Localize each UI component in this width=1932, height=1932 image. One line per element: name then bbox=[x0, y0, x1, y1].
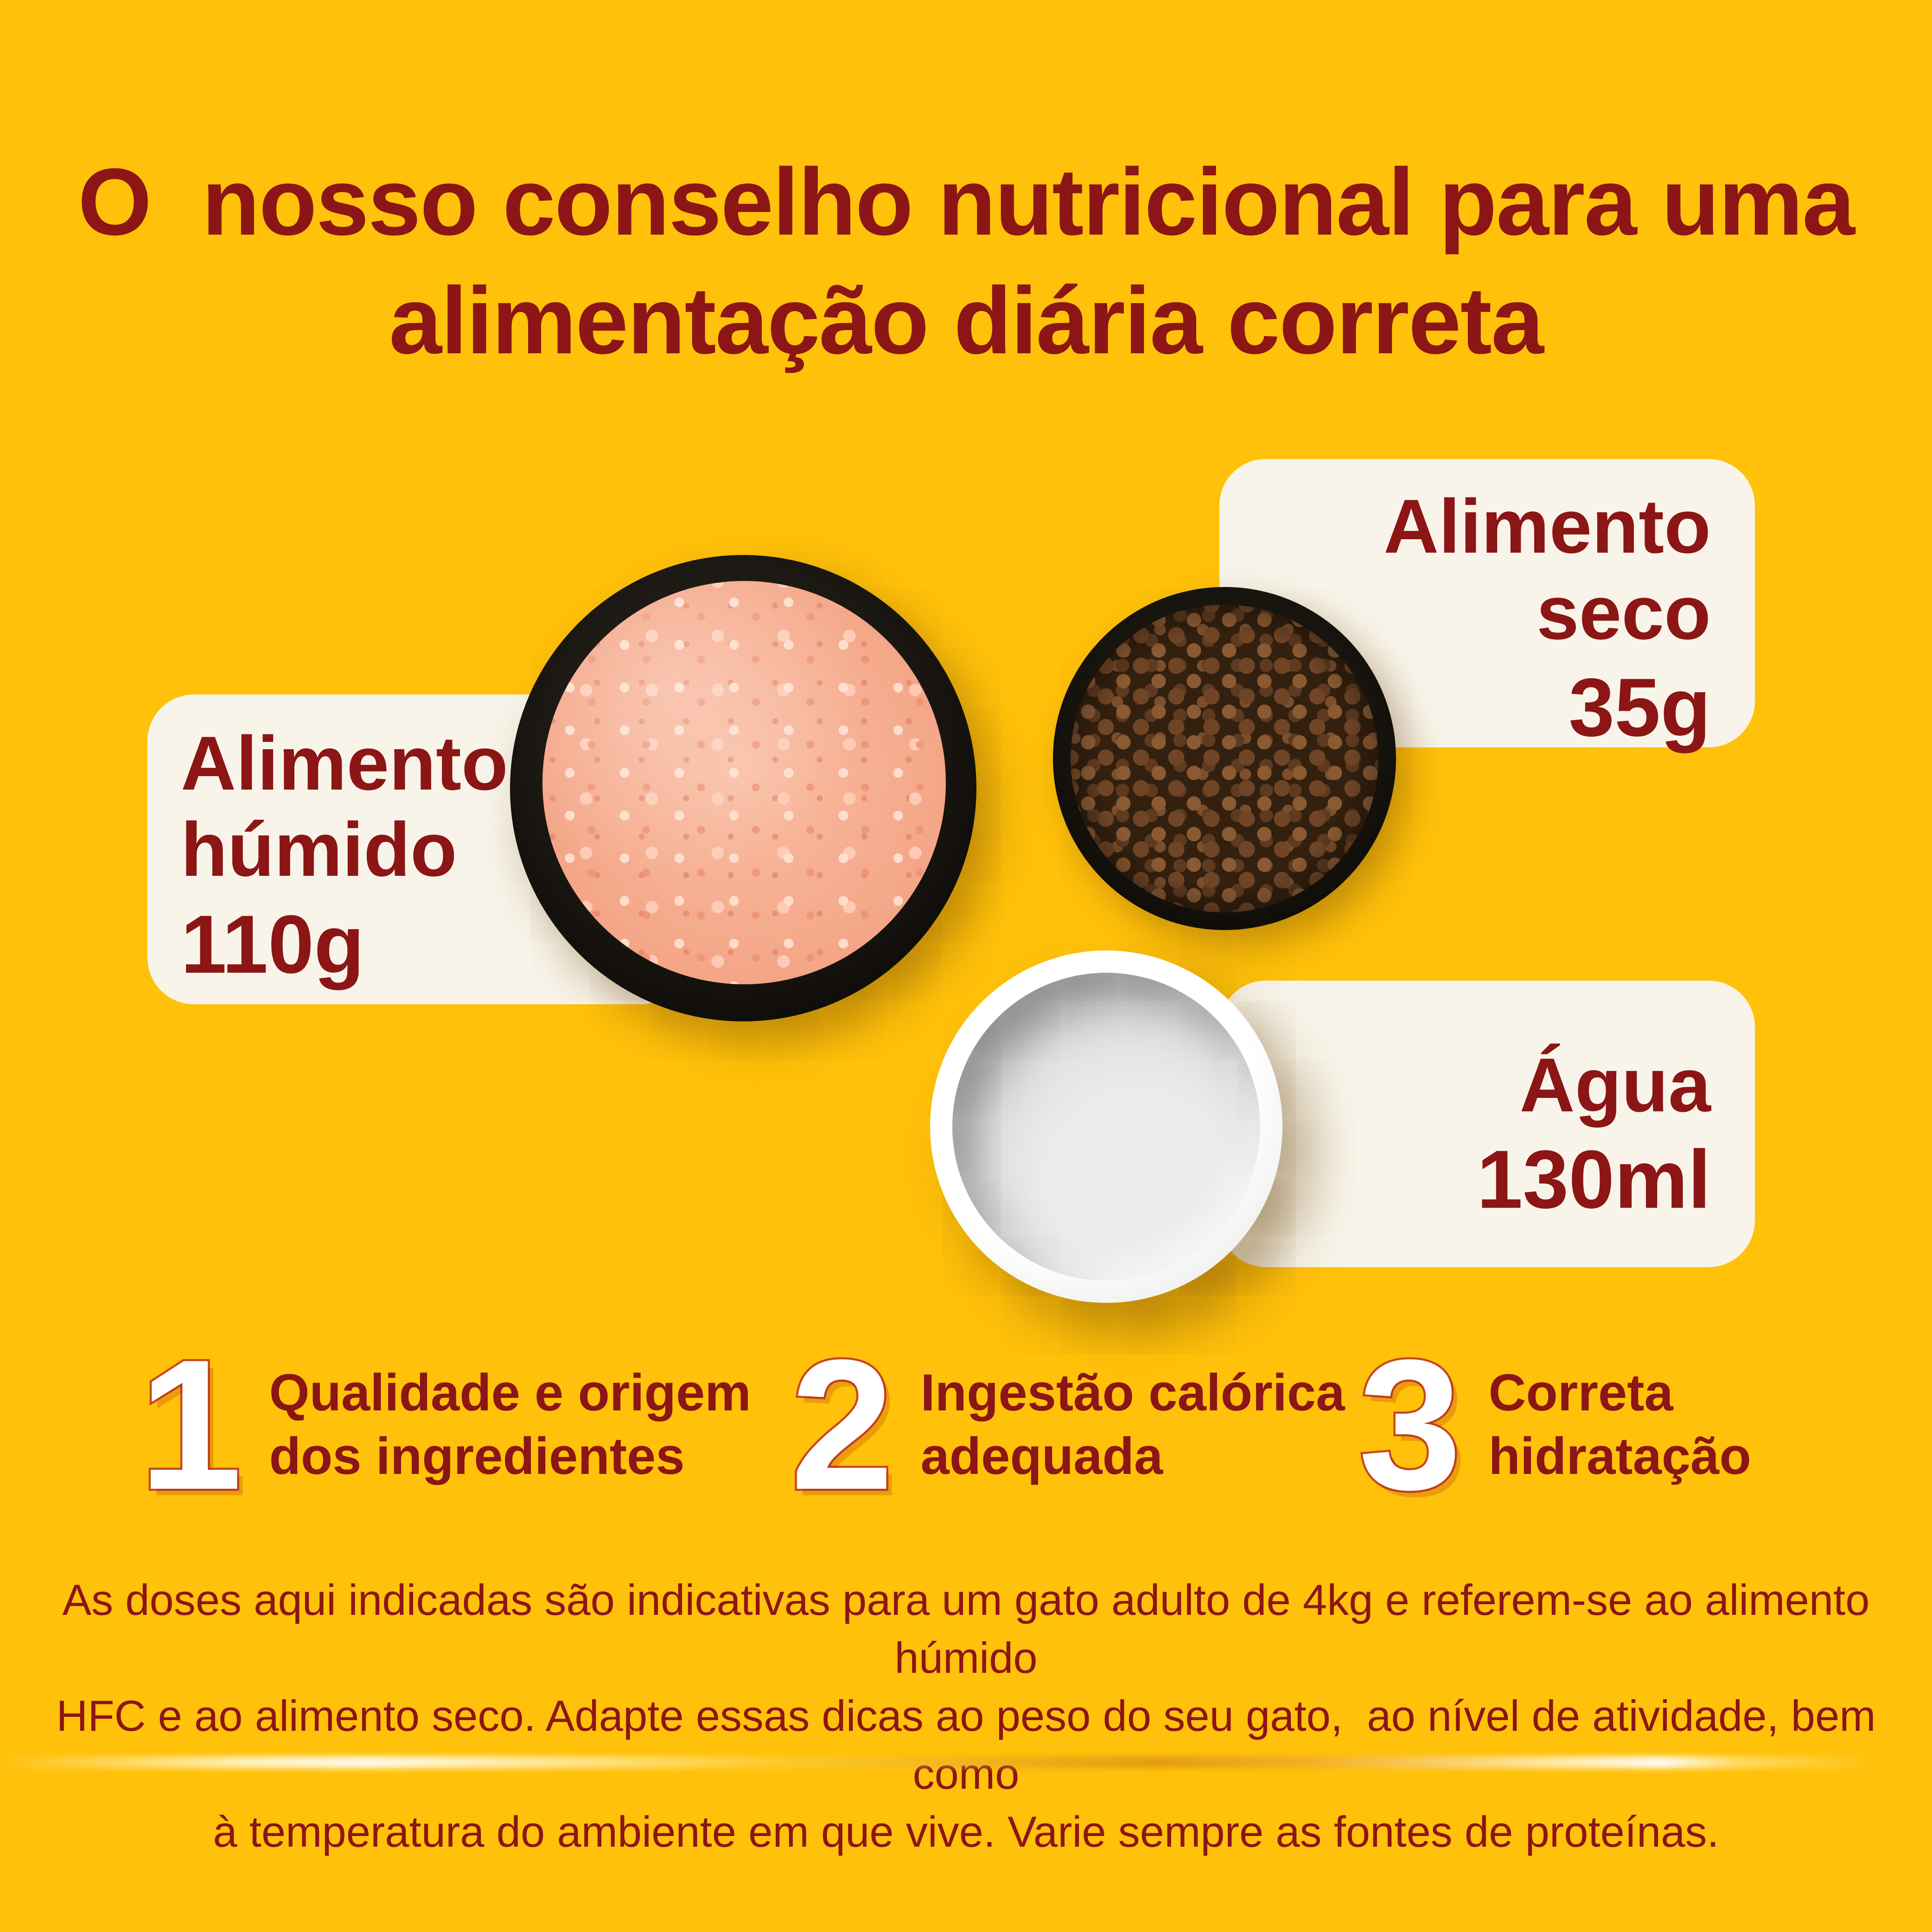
step-2-number: 2 bbox=[788, 1321, 895, 1528]
wet-food-amount: 110g bbox=[181, 898, 364, 990]
water-amount: 130ml bbox=[1477, 1133, 1711, 1226]
disclaimer-line-2: HFC e ao alimento seco. Adapte essas dic… bbox=[56, 1691, 1888, 1798]
water-card: Água 130ml bbox=[1219, 981, 1755, 1267]
dry-food-label-line-2: seco bbox=[1536, 570, 1711, 656]
water-photo bbox=[952, 973, 1260, 1281]
step-2: 2 Ingestão calórica adequada bbox=[788, 1330, 1345, 1519]
step-1: 1 Qualidade e origem dos ingredientes bbox=[137, 1330, 751, 1519]
wet-food-photo bbox=[542, 581, 946, 984]
dry-food-label-line-1: Alimento bbox=[1384, 484, 1711, 569]
page-title-line-1: O nosso conselho nutricional para uma bbox=[77, 149, 1855, 255]
disclaimer-line-3: à temperatura do ambiente em que vive. V… bbox=[213, 1807, 1719, 1856]
wet-food-label-line-1: Alimento bbox=[181, 721, 508, 806]
step-3-label-line-1: Correta bbox=[1488, 1364, 1673, 1422]
disclaimer-line-1: As doses aqui indicadas são indicativas … bbox=[62, 1575, 1882, 1683]
water-label: Água bbox=[1519, 1042, 1711, 1128]
step-3: 3 Correta hidratação bbox=[1356, 1330, 1751, 1519]
kibble-photo bbox=[1071, 605, 1378, 912]
step-3-label-line-2: hidratação bbox=[1488, 1427, 1751, 1485]
wet-food-bowl bbox=[510, 555, 976, 1021]
page-title: O nosso conselho nutricional para uma al… bbox=[0, 143, 1932, 381]
water-bowl bbox=[930, 950, 1282, 1303]
wet-food-label-line-2: húmido bbox=[181, 807, 457, 893]
step-3-number: 3 bbox=[1356, 1321, 1463, 1528]
step-2-label-line-2: adequada bbox=[920, 1427, 1163, 1485]
step-1-label-line-1: Qualidade e origem bbox=[269, 1364, 751, 1422]
step-1-label-line-2: dos ingredientes bbox=[269, 1427, 685, 1485]
dry-food-amount: 35g bbox=[1569, 661, 1711, 753]
step-1-number: 1 bbox=[137, 1321, 244, 1528]
disclaimer: As doses aqui indicadas são indicativas … bbox=[0, 1571, 1932, 1861]
light-streak bbox=[0, 1756, 1932, 1768]
step-2-label-line-1: Ingestão calórica bbox=[920, 1364, 1345, 1422]
dry-food-bowl bbox=[1053, 587, 1396, 930]
page-title-line-2: alimentação diária correta bbox=[389, 268, 1544, 374]
